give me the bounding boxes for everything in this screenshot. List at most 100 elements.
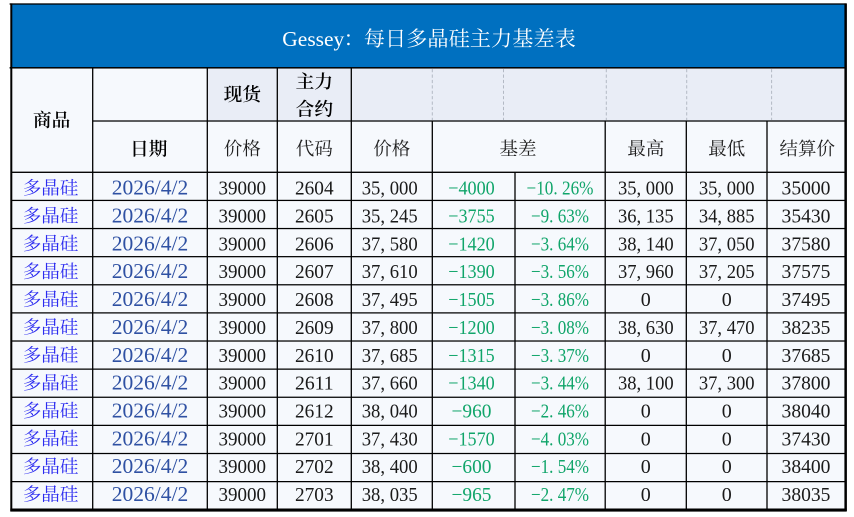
svg-text:−3. 37%: −3. 37%	[531, 345, 589, 367]
svg-text:35, 245: 35, 245	[362, 206, 418, 228]
svg-text:39000: 39000	[219, 233, 267, 255]
svg-text:35, 000: 35, 000	[699, 178, 755, 200]
svg-text:38040: 38040	[782, 400, 831, 422]
svg-text:−3. 64%: −3. 64%	[531, 233, 589, 255]
svg-text:−960: −960	[452, 400, 492, 422]
svg-text:2604: 2604	[295, 178, 334, 200]
svg-text:39000: 39000	[219, 373, 267, 395]
svg-text:39000: 39000	[219, 289, 267, 311]
svg-text:39000: 39000	[219, 428, 267, 450]
svg-text:−1315: −1315	[448, 345, 495, 367]
svg-text:0: 0	[641, 428, 651, 450]
svg-text:39000: 39000	[219, 456, 267, 478]
svg-text:37, 960: 37, 960	[618, 261, 674, 283]
svg-text:−3. 44%: −3. 44%	[531, 373, 589, 395]
svg-text:38400: 38400	[782, 456, 831, 478]
svg-text:2702: 2702	[295, 456, 334, 478]
svg-text:−9. 63%: −9. 63%	[531, 206, 589, 228]
svg-text:2701: 2701	[295, 428, 334, 450]
svg-text:−1420: −1420	[448, 233, 495, 255]
svg-text:−3. 86%: −3. 86%	[531, 289, 589, 311]
svg-text:0: 0	[722, 289, 732, 311]
svg-text:2609: 2609	[295, 317, 334, 339]
svg-text:2026/4/2: 2026/4/2	[112, 398, 189, 422]
svg-text:2026/4/2: 2026/4/2	[112, 454, 189, 478]
svg-text:38, 040: 38, 040	[362, 400, 418, 422]
svg-text:38, 140: 38, 140	[618, 233, 674, 255]
svg-text:2026/4/2: 2026/4/2	[112, 259, 189, 283]
svg-text:0: 0	[641, 400, 651, 422]
svg-text:−2. 47%: −2. 47%	[531, 484, 589, 506]
svg-text:0: 0	[641, 484, 651, 506]
svg-text:0: 0	[641, 456, 651, 478]
svg-text:37575: 37575	[782, 261, 831, 283]
svg-text:37, 800: 37, 800	[362, 317, 418, 339]
svg-text:−3. 56%: −3. 56%	[531, 261, 589, 283]
svg-text:2026/4/2: 2026/4/2	[112, 315, 189, 339]
svg-text:36, 135: 36, 135	[618, 206, 674, 228]
svg-text:2605: 2605	[295, 206, 334, 228]
svg-text:37800: 37800	[782, 373, 831, 395]
svg-text:37495: 37495	[782, 289, 831, 311]
svg-text:39000: 39000	[219, 178, 267, 200]
svg-text:2026/4/2: 2026/4/2	[112, 426, 189, 450]
svg-text:37, 300: 37, 300	[699, 373, 755, 395]
svg-text:Gessey: Gessey	[282, 27, 344, 51]
svg-text:39000: 39000	[219, 400, 267, 422]
svg-text:38, 100: 38, 100	[618, 373, 674, 395]
svg-text:39000: 39000	[219, 484, 267, 506]
svg-text:2610: 2610	[295, 345, 334, 367]
svg-text:37685: 37685	[782, 345, 831, 367]
svg-text:−4. 03%: −4. 03%	[531, 428, 589, 450]
svg-text:2026/4/2: 2026/4/2	[112, 482, 189, 506]
svg-text:−600: −600	[452, 456, 492, 478]
svg-text:2606: 2606	[295, 233, 334, 255]
svg-text:37, 660: 37, 660	[362, 373, 418, 395]
svg-text:39000: 39000	[219, 206, 267, 228]
svg-text:2607: 2607	[295, 261, 334, 283]
svg-text:−2. 46%: −2. 46%	[531, 400, 589, 422]
svg-text:35, 000: 35, 000	[618, 178, 674, 200]
svg-text:−1340: −1340	[448, 373, 495, 395]
svg-text:2026/4/2: 2026/4/2	[112, 371, 189, 395]
svg-text:−10. 26%: −10. 26%	[527, 178, 594, 200]
svg-text:0: 0	[722, 456, 732, 478]
svg-text:37, 610: 37, 610	[362, 261, 418, 283]
svg-text:2612: 2612	[295, 400, 334, 422]
svg-text:2026/4/2: 2026/4/2	[112, 231, 189, 255]
svg-text:38235: 38235	[782, 317, 831, 339]
svg-text:35000: 35000	[782, 178, 831, 200]
svg-text:−965: −965	[452, 484, 492, 506]
svg-text:0: 0	[722, 428, 732, 450]
svg-text:−3755: −3755	[448, 206, 495, 228]
svg-text:39000: 39000	[219, 345, 267, 367]
svg-text:38, 400: 38, 400	[362, 456, 418, 478]
svg-text:38, 630: 38, 630	[618, 317, 674, 339]
svg-text:37, 685: 37, 685	[362, 345, 418, 367]
svg-text:37, 205: 37, 205	[699, 261, 755, 283]
svg-text:2703: 2703	[295, 484, 334, 506]
svg-text:34, 885: 34, 885	[699, 206, 755, 228]
svg-text:−1390: −1390	[448, 261, 495, 283]
svg-text:2611: 2611	[295, 373, 334, 395]
svg-text:39000: 39000	[219, 317, 267, 339]
svg-text:37, 050: 37, 050	[699, 233, 755, 255]
svg-text:2026/4/2: 2026/4/2	[112, 204, 189, 228]
svg-text:−4000: −4000	[448, 178, 495, 200]
svg-text:39000: 39000	[219, 261, 267, 283]
svg-text:35, 000: 35, 000	[362, 178, 418, 200]
svg-text:−1570: −1570	[448, 428, 495, 450]
svg-text:2608: 2608	[295, 289, 334, 311]
svg-text:37, 495: 37, 495	[362, 289, 418, 311]
svg-text:2026/4/2: 2026/4/2	[112, 343, 189, 367]
svg-text:2026/4/2: 2026/4/2	[112, 287, 189, 311]
svg-text:0: 0	[641, 289, 651, 311]
svg-text:0: 0	[722, 400, 732, 422]
svg-text:−1200: −1200	[448, 317, 495, 339]
svg-text:37580: 37580	[782, 233, 831, 255]
svg-text:−1505: −1505	[448, 289, 495, 311]
svg-text:37, 430: 37, 430	[362, 428, 418, 450]
svg-text:−1. 54%: −1. 54%	[531, 456, 589, 478]
svg-text:37, 580: 37, 580	[362, 233, 418, 255]
svg-text:37430: 37430	[782, 428, 831, 450]
